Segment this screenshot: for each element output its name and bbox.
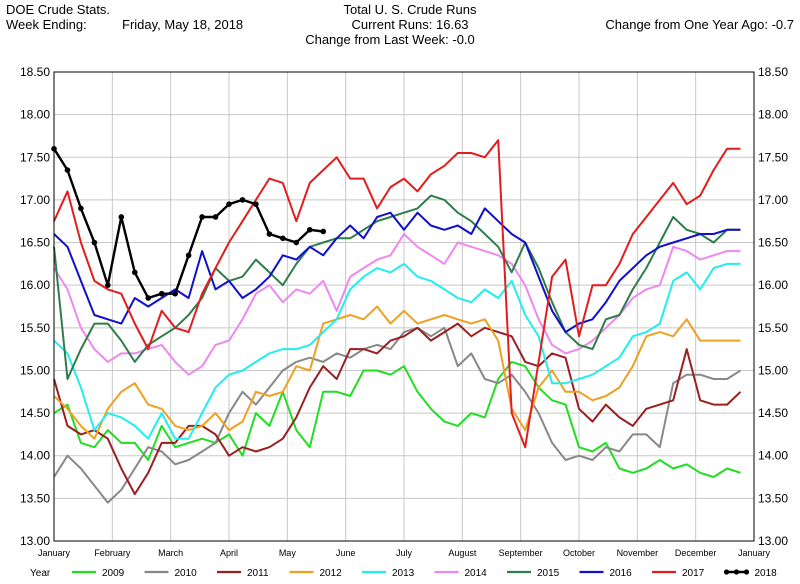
series-line-2009: [53, 360, 741, 478]
plot-frame: [53, 71, 755, 542]
y-tick-label-left: 18.50: [20, 65, 50, 79]
legend-label-2018: 2018: [755, 568, 778, 579]
y-tick-label-left: 17.50: [20, 150, 50, 164]
legend-label-2017: 2017: [682, 568, 705, 579]
y-tick-label-right: 15.50: [758, 321, 788, 335]
y-tick-label-left: 17.00: [20, 193, 50, 207]
y-tick-label-left: 16.50: [20, 236, 50, 250]
y-tick-label-left: 15.00: [20, 363, 50, 377]
x-tick-label: August: [448, 548, 477, 558]
y-tick-label-right: 18.00: [758, 108, 788, 122]
y-tick-label-left: 18.00: [20, 108, 50, 122]
y-tick-label-left: 15.50: [20, 321, 50, 335]
y-tick-label-right: 14.00: [758, 449, 788, 463]
y-tick-label-right: 15.00: [758, 363, 788, 377]
x-tick-label: March: [158, 548, 183, 558]
y-tick-label-left: 16.00: [20, 278, 50, 292]
series-point-2018: [320, 228, 327, 235]
legend-label-2012: 2012: [320, 568, 343, 579]
series-point-2018: [199, 214, 205, 220]
series-lines: [51, 139, 742, 504]
series-line-2010: [53, 326, 742, 504]
series-line-2017: [53, 139, 741, 449]
series-point-2018: [239, 197, 246, 203]
x-tick-label: January: [738, 548, 771, 558]
series-line-2012: [53, 305, 741, 440]
series-point-2018: [293, 239, 300, 246]
x-tick-label: December: [675, 548, 717, 558]
y-tick-label-left: 13.00: [20, 534, 50, 548]
series-point-2018: [145, 295, 152, 301]
series-point-2018: [306, 226, 313, 233]
header-week-date: Friday, May 18, 2018: [122, 17, 244, 32]
series-line-2015: [53, 194, 741, 380]
legend-label-2016: 2016: [610, 568, 633, 579]
legend-marker-2018: [723, 569, 730, 575]
series-point-2018: [118, 214, 125, 220]
legend-marker-2018: [743, 569, 750, 575]
x-tick-label: November: [617, 548, 659, 558]
legend-label-2009: 2009: [102, 568, 125, 579]
legend-label-2010: 2010: [175, 568, 198, 579]
y-tick-label-left: 14.00: [20, 449, 50, 463]
axis-ticks: 13.00 13.00 13.50 13.50 14.00 14.00 14.50 14.50…: [20, 65, 788, 558]
series-line-2014: [53, 233, 741, 376]
y-tick-label-right: 17.00: [758, 193, 788, 207]
series-point-2018: [91, 239, 98, 246]
x-tick-label: January: [38, 548, 71, 558]
grid: [54, 71, 754, 542]
x-tick-label: February: [94, 548, 131, 558]
chart-title: Total U. S. Crude Runs: [343, 2, 477, 17]
legend-label-2011: 2011: [247, 568, 269, 579]
header-source: DOE Crude Stats.: [6, 2, 111, 17]
y-tick-label-left: 14.50: [20, 406, 50, 420]
y-tick-label-right: 13.50: [758, 491, 788, 505]
series-point-2018: [212, 214, 219, 220]
legend-label-2014: 2014: [465, 568, 488, 579]
legend-label-2015: 2015: [537, 568, 560, 579]
x-tick-label: May: [279, 548, 297, 558]
legend-title: Year: [30, 568, 51, 579]
series-point-2018: [266, 231, 273, 237]
legend-label-2013: 2013: [392, 568, 415, 579]
series-point-2018: [158, 290, 165, 297]
series-point-2018: [64, 167, 71, 173]
legend-marker-2018: [733, 569, 740, 575]
x-tick-label: September: [499, 548, 543, 558]
series-line-2013: [53, 262, 741, 440]
x-tick-label: July: [396, 548, 413, 558]
y-tick-label-right: 18.50: [758, 65, 788, 79]
legend: Year 2009 2010 2011 2012 2013 2014 2015 2016 2017…: [30, 568, 777, 579]
y-tick-label-left: 13.50: [20, 491, 50, 505]
series-line-2011: [53, 322, 742, 496]
change-last-week: Change from Last Week: -0.0: [305, 32, 475, 47]
series-point-2018: [105, 282, 111, 288]
x-tick-label: April: [220, 548, 238, 558]
x-tick-label: October: [563, 548, 595, 558]
y-tick-label-right: 13.00: [758, 534, 788, 548]
series-line-2018: [52, 148, 324, 300]
header-week-label: Week Ending:: [6, 17, 87, 32]
y-tick-label-right: 14.50: [758, 406, 788, 420]
series-point-2018: [78, 205, 84, 212]
series-point-2018: [280, 235, 286, 242]
y-tick-label-right: 17.50: [758, 150, 788, 164]
series-point-2018: [131, 269, 138, 276]
series-point-2018: [185, 252, 192, 259]
change-one-year: Change from One Year Ago: -0.7: [605, 17, 794, 32]
current-runs: Current Runs: 16.63: [351, 17, 469, 32]
y-tick-label-right: 16.00: [758, 278, 788, 292]
series-point-2018: [253, 201, 259, 207]
series-point-2018: [172, 290, 178, 297]
x-tick-label: June: [336, 548, 356, 558]
series-point-2018: [226, 201, 232, 207]
y-tick-label-right: 16.50: [758, 236, 788, 250]
